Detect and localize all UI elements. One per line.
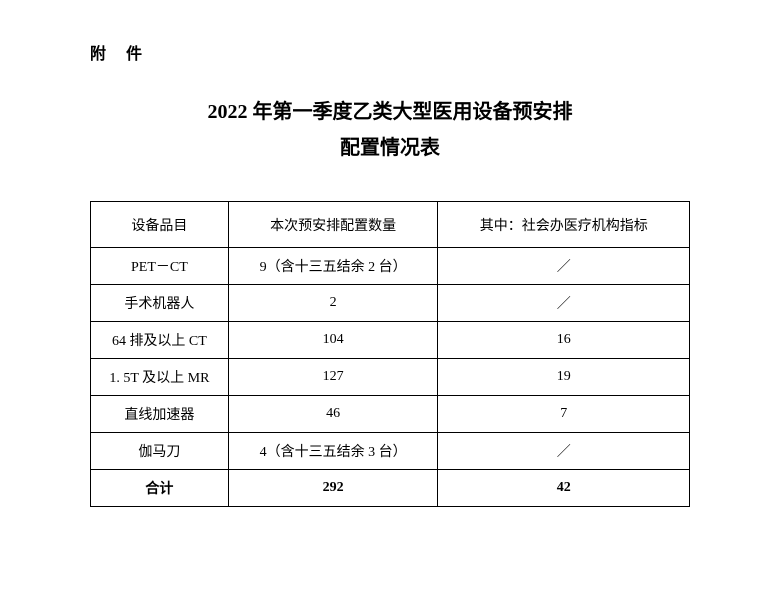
cell-quantity: 104 (228, 322, 438, 359)
document-title: 2022 年第一季度乙类大型医用设备预安排 配置情况表 (90, 94, 690, 166)
cell-quantity: 2 (228, 285, 438, 322)
cell-quota: 7 (438, 396, 690, 433)
title-line-1: 2022 年第一季度乙类大型医用设备预安排 (90, 94, 690, 130)
attachment-label: 附 件 (90, 40, 690, 64)
cell-quantity: 46 (228, 396, 438, 433)
cell-quantity: 4（含十三五结余 3 台） (228, 433, 438, 470)
table-row: 手术机器人 2 ／ (91, 285, 690, 322)
table-row: 64 排及以上 CT 104 16 (91, 322, 690, 359)
cell-equipment: 伽马刀 (91, 433, 229, 470)
cell-quota: ／ (438, 248, 690, 285)
table-row: 1. 5T 及以上 MR 127 19 (91, 359, 690, 396)
table-header-row: 设备品目 本次预安排配置数量 其中：社会办医疗机构指标 (91, 202, 690, 248)
cell-equipment: 直线加速器 (91, 396, 229, 433)
header-allocation-quantity: 本次预安排配置数量 (228, 202, 438, 248)
cell-equipment: 64 排及以上 CT (91, 322, 229, 359)
cell-quota: 16 (438, 322, 690, 359)
cell-equipment: PET－CT (91, 248, 229, 285)
table-total-row: 合计 292 42 (91, 470, 690, 507)
cell-quota: ／ (438, 433, 690, 470)
cell-total-label: 合计 (91, 470, 229, 507)
cell-quantity: 127 (228, 359, 438, 396)
title-line-2: 配置情况表 (90, 130, 690, 166)
table-row: 直线加速器 46 7 (91, 396, 690, 433)
header-equipment-type: 设备品目 (91, 202, 229, 248)
table-row: PET－CT 9（含十三五结余 2 台） ／ (91, 248, 690, 285)
cell-total-quantity: 292 (228, 470, 438, 507)
cell-equipment: 1. 5T 及以上 MR (91, 359, 229, 396)
cell-quota: 19 (438, 359, 690, 396)
cell-total-quota: 42 (438, 470, 690, 507)
table-row: 伽马刀 4（含十三五结余 3 台） ／ (91, 433, 690, 470)
header-social-medical-quota: 其中：社会办医疗机构指标 (438, 202, 690, 248)
equipment-table: 设备品目 本次预安排配置数量 其中：社会办医疗机构指标 PET－CT 9（含十三… (90, 201, 690, 507)
cell-quantity: 9（含十三五结余 2 台） (228, 248, 438, 285)
cell-quota: ／ (438, 285, 690, 322)
cell-equipment: 手术机器人 (91, 285, 229, 322)
